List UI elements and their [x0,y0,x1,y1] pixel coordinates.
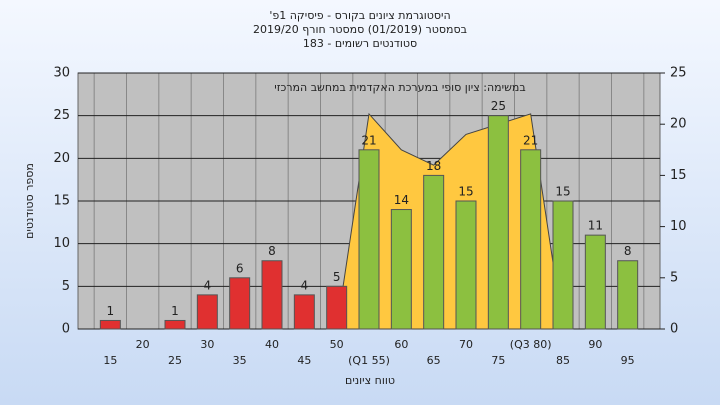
bar [552,200,574,330]
value-label: 6 [236,261,244,275]
y2-tick-label: 25 [670,66,687,81]
y-tick-label: 0 [62,322,70,337]
value-label: 8 [624,244,632,258]
x-tick-label: 75 [491,354,505,367]
x-tick-label: 45 [297,354,311,367]
bar [293,294,315,330]
chart-subtitle: סטודנטים רשומים - 183 [303,37,417,50]
y2-tick-label: 20 [670,117,687,132]
bar [520,149,542,330]
bar [455,200,477,330]
x-tick-label: 20 [136,338,150,351]
bar [390,209,412,330]
value-label: 4 [301,278,309,292]
y2-tick-label: 5 [670,270,678,285]
bar [164,319,186,330]
y-tick-label: 30 [53,66,70,81]
bar [487,115,509,330]
annotation: במשימה: ציון סופי במערכת האקדמית במחשב ה… [274,81,525,94]
x-tick-label: 40 [265,338,279,351]
x-tick-label: 70 [459,338,473,351]
value-label: 25 [491,99,506,113]
bar [584,234,606,330]
bar [617,260,639,330]
x-tick-label: (Q3 80) [510,338,552,351]
y-tick-label: 20 [53,151,70,166]
x-tick-label: 85 [556,354,570,367]
x-tick-label: 60 [394,338,408,351]
bar [423,174,445,330]
y-tick-label: 5 [62,279,70,294]
value-label: 5 [333,270,341,284]
x-axis-label: טווח ציונים [345,374,395,387]
value-label: 8 [268,244,276,258]
x-tick-label: 25 [168,354,182,367]
x-tick-label: 30 [200,338,214,351]
x-tick-label: 65 [427,354,441,367]
x-tick-label: 50 [330,338,344,351]
y-tick-label: 15 [53,194,70,209]
y2-tick-label: 0 [670,322,678,337]
bar [196,294,218,330]
x-tick-label: 95 [621,354,635,367]
bar [326,285,348,330]
y2-tick-label: 10 [670,219,687,234]
bar [261,260,283,330]
value-label: 18 [426,159,441,173]
x-tick-label: 90 [588,338,602,351]
x-tick-label: 35 [233,354,247,367]
value-label: 15 [555,185,570,199]
y2-tick-label: 15 [670,168,687,183]
bar [99,319,121,330]
y-tick-label: 25 [53,108,70,123]
bar [229,277,251,330]
y-axis-label: מספר סטודנטים [23,163,36,239]
value-label: 21 [361,133,376,147]
x-tick-label: 15 [103,354,117,367]
value-label: 4 [204,278,212,292]
value-label: 15 [458,185,473,199]
value-label: 14 [394,193,409,207]
chart-subtitle: בסמסטר (01/2019) סמסטר חורף 2019/20 [253,23,467,36]
value-label: 21 [523,133,538,147]
value-label: 1 [107,304,115,318]
x-tick-label: (Q1 55) [348,354,390,367]
chart-title: 'היסטוגרמת ציונים בקורס - פיסיקה 1פ [269,9,450,22]
y-tick-label: 10 [53,236,70,251]
bar [358,149,380,330]
value-label: 11 [588,219,603,233]
value-label: 1 [171,304,179,318]
